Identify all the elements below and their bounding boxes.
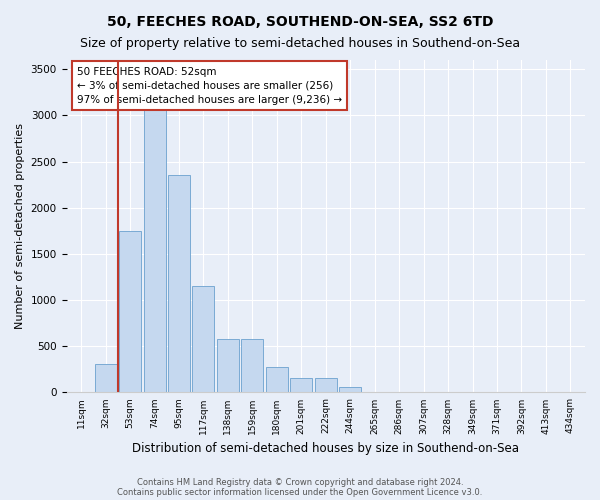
Y-axis label: Number of semi-detached properties: Number of semi-detached properties xyxy=(15,123,25,329)
Bar xyxy=(315,378,337,392)
Bar xyxy=(217,339,239,392)
Bar xyxy=(95,364,116,392)
Bar xyxy=(143,106,166,393)
Text: 50, FEECHES ROAD, SOUTHEND-ON-SEA, SS2 6TD: 50, FEECHES ROAD, SOUTHEND-ON-SEA, SS2 6… xyxy=(107,15,493,29)
Bar xyxy=(193,286,214,393)
Bar xyxy=(339,388,361,392)
Bar xyxy=(290,378,313,392)
Bar xyxy=(266,366,288,392)
Bar xyxy=(168,176,190,392)
Bar xyxy=(119,231,141,392)
Text: Size of property relative to semi-detached houses in Southend-on-Sea: Size of property relative to semi-detach… xyxy=(80,38,520,51)
Bar xyxy=(241,339,263,392)
X-axis label: Distribution of semi-detached houses by size in Southend-on-Sea: Distribution of semi-detached houses by … xyxy=(132,442,519,455)
Text: Contains HM Land Registry data © Crown copyright and database right 2024.
Contai: Contains HM Land Registry data © Crown c… xyxy=(118,478,482,497)
Text: 50 FEECHES ROAD: 52sqm
← 3% of semi-detached houses are smaller (256)
97% of sem: 50 FEECHES ROAD: 52sqm ← 3% of semi-deta… xyxy=(77,66,342,104)
